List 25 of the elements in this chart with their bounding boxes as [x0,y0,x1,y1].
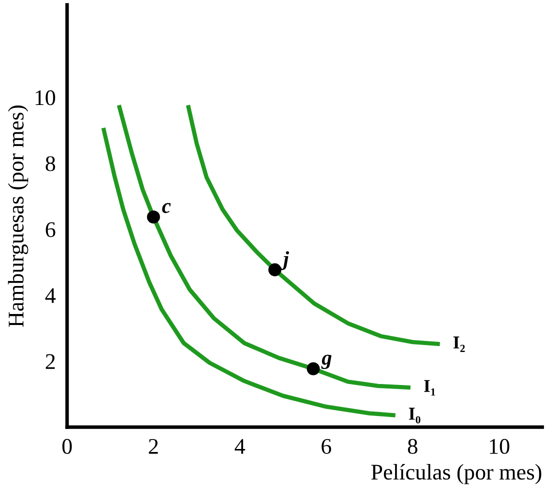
x-tick-label: 4 [234,439,246,454]
y-tick-label: 6 [46,222,56,238]
series-label: I₂ [453,336,465,352]
annotation: g [321,354,332,370]
line-series [116,103,413,390]
line-series [186,103,442,346]
line-series [101,126,398,418]
x-tick-label: 6 [322,438,332,454]
y-tick-label: 8 [46,156,56,172]
point [146,210,160,224]
point [306,362,320,376]
y-tick-label: 10 [36,90,56,106]
y-tick-label: 2 [46,354,55,369]
x-tick-label: 2 [148,438,158,454]
annotation: j [280,251,290,270]
series-label: I₀ [408,408,420,424]
x-tick-label: 0 [62,438,72,454]
y-tick-label: 4 [45,288,56,303]
y-axis-title: Hamburguesas (por mes) [8,106,28,327]
point [268,263,282,276]
x-tick-label: 10 [490,438,510,454]
x-tick-label: 8 [408,438,418,454]
annotation: c [162,203,171,214]
series-label: I₁ [424,380,436,396]
x-axis-title: Películas (por mes) [371,464,542,484]
